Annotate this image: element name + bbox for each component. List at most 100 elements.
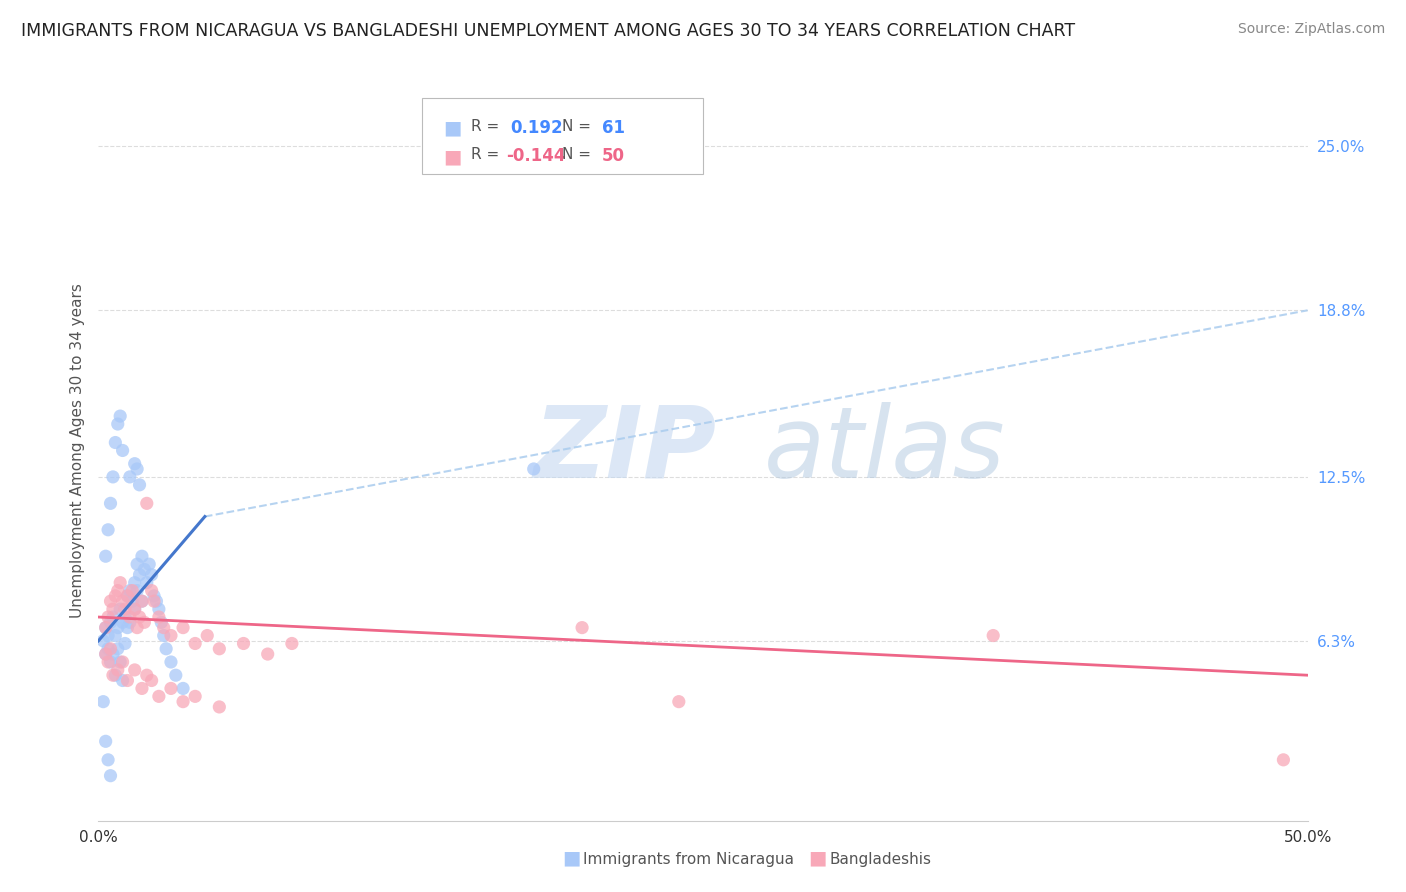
Point [127,583,149,598]
Point [135,668,157,682]
Point [256,647,278,661]
Point [100,655,122,669]
Point [281,636,304,650]
Point [107,417,129,431]
Point [143,594,166,608]
Point [94,549,117,564]
Text: R =: R = [471,147,505,162]
Text: R =: R = [471,119,505,134]
Point [172,695,194,709]
Text: IMMIGRANTS FROM NICARAGUA VS BANGLADESHI UNEMPLOYMENT AMONG AGES 30 TO 34 YEARS : IMMIGRANTS FROM NICARAGUA VS BANGLADESHI… [21,22,1076,40]
Point [118,470,141,484]
Text: 0.192: 0.192 [510,119,562,136]
Point [111,655,134,669]
Point [127,462,149,476]
Point [101,647,124,661]
Point [141,567,163,582]
Point [571,621,593,635]
Point [117,673,139,688]
Point [118,615,141,630]
Point [523,462,546,476]
Point [97,523,120,537]
Point [152,629,174,643]
Point [117,589,139,603]
Text: N =: N = [562,119,596,134]
Text: ■: ■ [443,147,461,166]
Point [134,562,156,576]
Point [135,496,157,510]
Point [127,557,149,571]
Text: 61: 61 [602,119,624,136]
Text: ■: ■ [562,848,581,867]
Point [108,409,131,423]
Text: ■: ■ [443,119,461,137]
Point [124,575,146,590]
Point [107,641,129,656]
Point [107,663,129,677]
Point [150,615,173,630]
Point [124,602,146,616]
Point [91,633,114,648]
Point [101,470,124,484]
Point [94,734,117,748]
Point [97,610,120,624]
Point [117,621,139,635]
Point [107,621,129,635]
Point [111,443,134,458]
Point [94,621,117,635]
Point [131,681,153,696]
Point [148,610,170,624]
Point [141,673,163,688]
Point [143,589,166,603]
Text: ZIP: ZIP [534,402,717,499]
Point [152,621,174,635]
Point [208,641,231,656]
Point [111,594,134,608]
Y-axis label: Unemployment Among Ages 30 to 34 years: Unemployment Among Ages 30 to 34 years [69,283,84,618]
Point [124,457,146,471]
Point [117,589,139,603]
Point [100,496,122,510]
Point [184,690,207,704]
Point [148,602,170,616]
Point [128,567,150,582]
Point [114,610,136,624]
Point [981,629,1004,643]
Point [97,753,120,767]
Point [172,681,194,696]
Point [114,636,136,650]
Text: -0.144: -0.144 [506,147,565,165]
Point [97,641,120,656]
Point [118,610,141,624]
Point [160,681,183,696]
Point [111,673,134,688]
Text: atlas: atlas [763,402,1005,499]
Point [135,575,157,590]
Point [148,690,170,704]
Point [100,615,122,630]
Point [131,594,153,608]
Point [121,583,143,598]
Point [101,610,124,624]
Point [118,583,141,598]
Point [100,594,122,608]
Point [114,602,136,616]
Point [108,655,131,669]
Text: 50: 50 [602,147,624,165]
Point [138,557,160,571]
Text: Bangladeshis: Bangladeshis [830,852,932,867]
Point [104,435,127,450]
Point [131,594,153,608]
Text: ■: ■ [808,848,827,867]
Point [155,641,177,656]
Point [128,478,150,492]
Point [160,655,183,669]
Point [165,668,187,682]
Point [100,769,122,783]
Point [184,636,207,650]
Point [108,602,131,616]
Point [195,629,218,643]
Point [111,615,134,630]
Point [107,583,129,598]
Point [104,629,127,643]
